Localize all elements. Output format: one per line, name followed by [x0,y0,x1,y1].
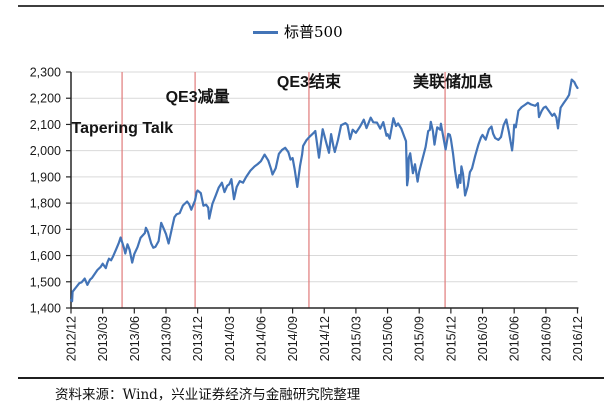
y-axis-tick-label: 1,400 [30,302,61,316]
y-axis-tick-label: 1,700 [30,223,61,237]
x-axis-tick-label: 2014/06 [254,316,268,361]
y-axis-tick-label: 2,100 [30,118,61,132]
x-axis-tick-label: 2013/03 [96,316,110,361]
x-axis-tick-label: 2015/03 [349,316,363,361]
x-axis-tick-label: 2014/03 [223,316,237,361]
top-divider-rule [18,5,604,7]
x-axis-tick-label: 2015/06 [381,316,395,361]
x-axis-tick-label: 2014/12 [318,316,332,361]
x-axis-tick-label: 2013/09 [159,316,173,361]
x-axis-tick-label: 2014/09 [286,316,300,361]
sp500-series-line [69,78,579,303]
x-axis-tick-label: 2016/03 [476,316,490,361]
x-axis-tick-label: 2013/12 [191,316,205,361]
legend-marker-line [253,30,278,34]
x-axis-tick-label: 2016/12 [571,316,585,361]
y-axis-tick-label: 1,600 [30,249,61,263]
x-axis-tick-label: 2016/09 [539,316,553,361]
x-axis-tick-label: 2013/06 [128,316,142,361]
y-axis-tick-label: 1,900 [30,170,61,184]
y-axis-tick-label: 2,300 [30,66,61,80]
bottom-divider-rule [18,377,604,379]
legend-series-label: 标普500 [284,23,343,41]
chart-legend: 标普500 [253,24,343,40]
x-axis-tick-label: 2015/09 [413,316,427,361]
x-axis-tick-label: 2015/12 [444,316,458,361]
y-axis-tick-label: 2,200 [30,92,61,106]
x-axis-tick-label: 2016/06 [508,316,522,361]
y-axis-tick-label: 1,800 [30,197,61,211]
y-axis-tick-label: 2,000 [30,144,61,158]
data-source-note: 资料来源：Wind，兴业证券经济与金融研究院整理 [55,387,361,403]
x-axis-tick-label: 2012/12 [65,316,79,361]
y-axis-tick-label: 1,500 [30,275,61,289]
